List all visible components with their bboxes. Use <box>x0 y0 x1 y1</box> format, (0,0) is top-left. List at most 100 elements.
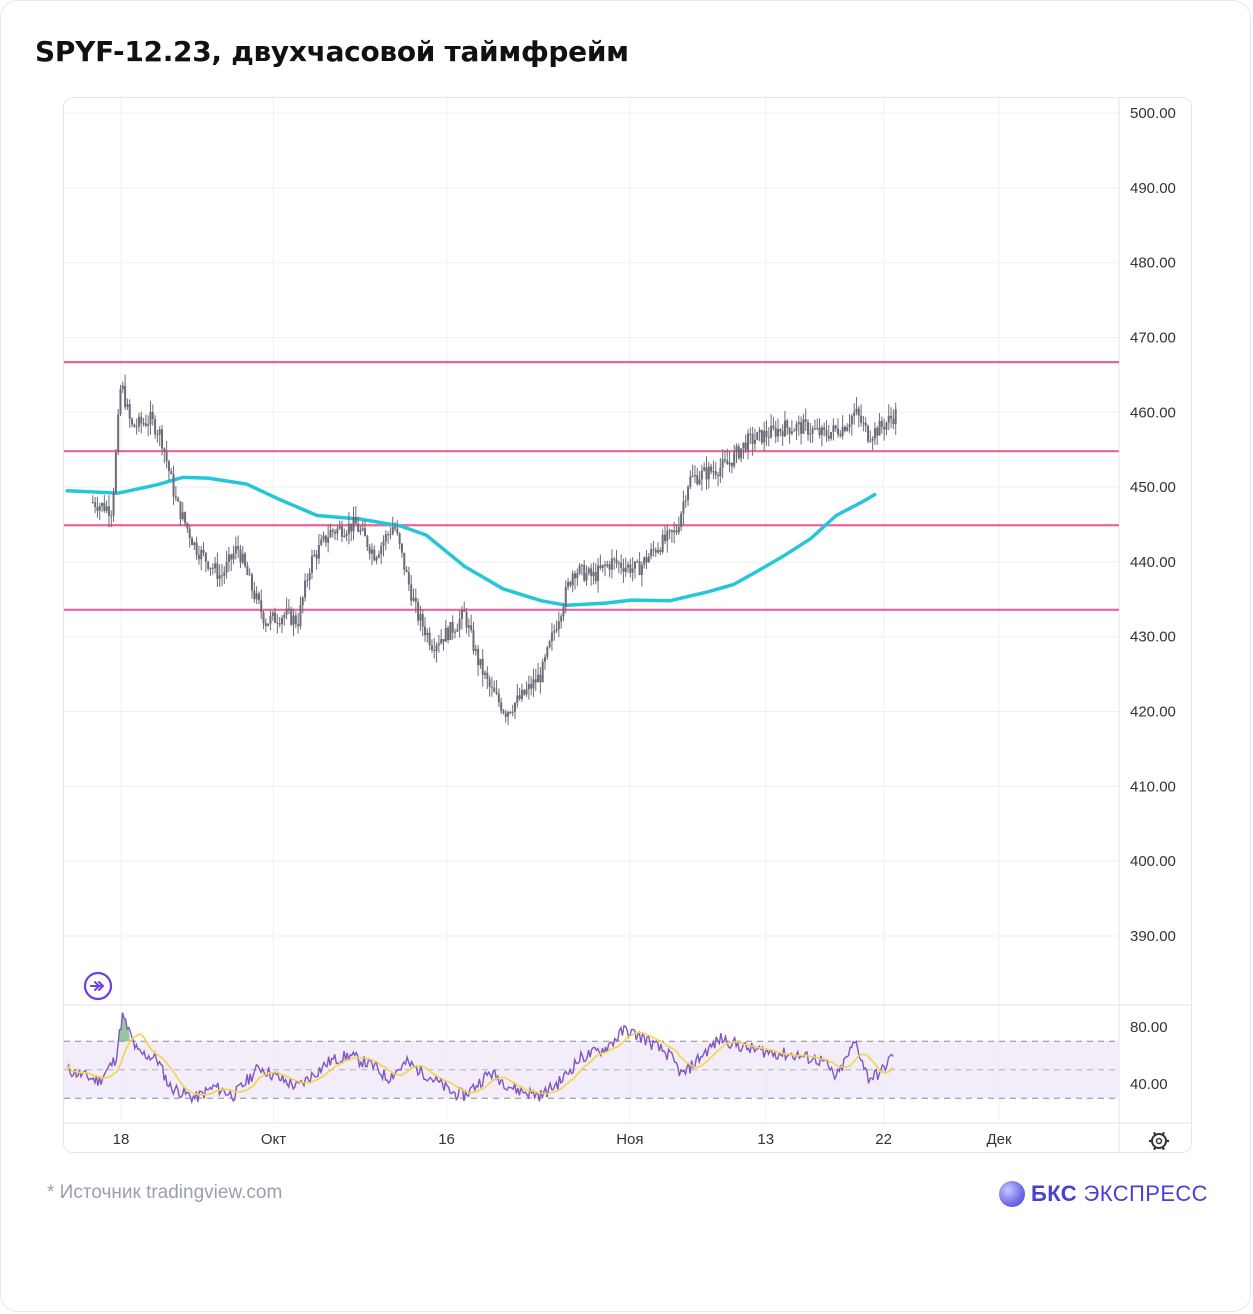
candle-body <box>490 686 493 688</box>
candle-body <box>340 526 343 537</box>
candle-body <box>733 452 736 467</box>
candle-body <box>214 563 217 569</box>
candle-body <box>267 623 270 626</box>
candle-body <box>276 622 279 624</box>
candle-body <box>262 612 265 624</box>
candle-body <box>548 641 551 648</box>
candle-body <box>290 609 293 625</box>
candle-body <box>334 531 337 534</box>
candle-body <box>627 564 630 568</box>
candle-body <box>382 541 385 546</box>
price-tick-label: 390.00 <box>1130 928 1176 945</box>
candle-body <box>237 546 240 550</box>
candle-body <box>867 425 870 442</box>
candle-body <box>823 427 826 431</box>
candle-body <box>894 409 897 425</box>
candle-body <box>239 549 242 563</box>
candle-body <box>184 512 187 524</box>
candle-body <box>818 427 821 436</box>
candle-body <box>615 559 618 564</box>
candle-body <box>403 552 406 570</box>
candle-body <box>313 554 316 556</box>
candle-body <box>848 424 851 427</box>
candle-body <box>527 684 530 690</box>
candle-body <box>165 451 168 462</box>
candle-body <box>174 496 177 499</box>
candle-body <box>539 674 542 682</box>
candle-body <box>324 535 327 543</box>
price-chart-svg[interactable]: 500.00 490.00 480.00 470.00 460.00 450.00 440.… <box>64 98 1192 1153</box>
candle-body <box>705 467 708 480</box>
candle-body <box>853 412 856 417</box>
price-tick-label: 400.00 <box>1130 853 1176 870</box>
candle-body <box>541 661 544 682</box>
candle-body <box>91 502 94 504</box>
candle-body <box>560 616 563 622</box>
candle-body <box>670 530 673 533</box>
candle-body <box>456 629 459 632</box>
candle-body <box>246 565 249 575</box>
candle-body <box>603 564 606 566</box>
candle-body <box>484 672 487 675</box>
candle-body <box>677 527 680 533</box>
candle-body <box>633 561 636 569</box>
candle-body <box>714 471 717 476</box>
candle-body <box>396 528 399 534</box>
brand-name-bold: БКС <box>1031 1181 1078 1206</box>
candle-body <box>590 568 593 577</box>
candle-body <box>613 558 616 560</box>
candle-body <box>643 557 646 565</box>
candle-body <box>597 565 600 582</box>
candle-body <box>673 530 676 533</box>
settings-icon-tooth <box>1161 1131 1165 1136</box>
candle-body <box>202 549 205 553</box>
candle-body <box>892 418 895 425</box>
candle-body <box>200 549 203 560</box>
candle-body <box>264 623 267 626</box>
candle-body <box>772 425 775 428</box>
candle-body <box>172 474 175 497</box>
candle-body <box>105 506 108 511</box>
candle-body <box>553 630 556 633</box>
candle-body <box>373 549 376 561</box>
candle-body <box>375 557 378 561</box>
candle-body <box>131 418 134 425</box>
candle-body <box>147 424 150 426</box>
candle-body <box>629 564 632 573</box>
candle-body <box>783 420 786 437</box>
candle-body <box>880 421 883 427</box>
candle-body <box>400 543 403 553</box>
candle-body <box>509 711 512 713</box>
candle-body <box>410 584 413 601</box>
candle-body <box>763 430 766 443</box>
candle-body <box>770 425 773 438</box>
candle-body <box>850 416 853 425</box>
candle-body <box>389 534 392 536</box>
candle-body <box>860 415 863 423</box>
candle-body <box>530 684 533 689</box>
price-tick-label: 480.00 <box>1130 255 1176 272</box>
candle-body <box>181 512 184 520</box>
chart-frame: 500.00 490.00 480.00 470.00 460.00 450.00 440.… <box>63 97 1192 1153</box>
candle-body <box>580 564 583 566</box>
candle-body <box>103 503 106 511</box>
candle-body <box>687 486 690 501</box>
candle-body <box>631 568 634 573</box>
candle-body <box>477 648 480 666</box>
candle-body <box>876 428 879 436</box>
candle-body <box>384 534 387 542</box>
candle-body <box>361 528 364 530</box>
candle-body <box>225 562 228 573</box>
candle-body <box>241 553 244 563</box>
candle-body <box>841 426 844 437</box>
fast-forward-glyph <box>90 981 105 991</box>
candle-body <box>675 530 678 533</box>
candle-body <box>663 534 666 541</box>
candle-body <box>442 639 445 642</box>
candle-body <box>813 428 816 430</box>
candle-body <box>843 426 846 431</box>
candle-body <box>317 544 320 559</box>
chart-background <box>64 98 1191 1152</box>
candle-body <box>726 460 729 465</box>
candle-body <box>454 631 457 633</box>
